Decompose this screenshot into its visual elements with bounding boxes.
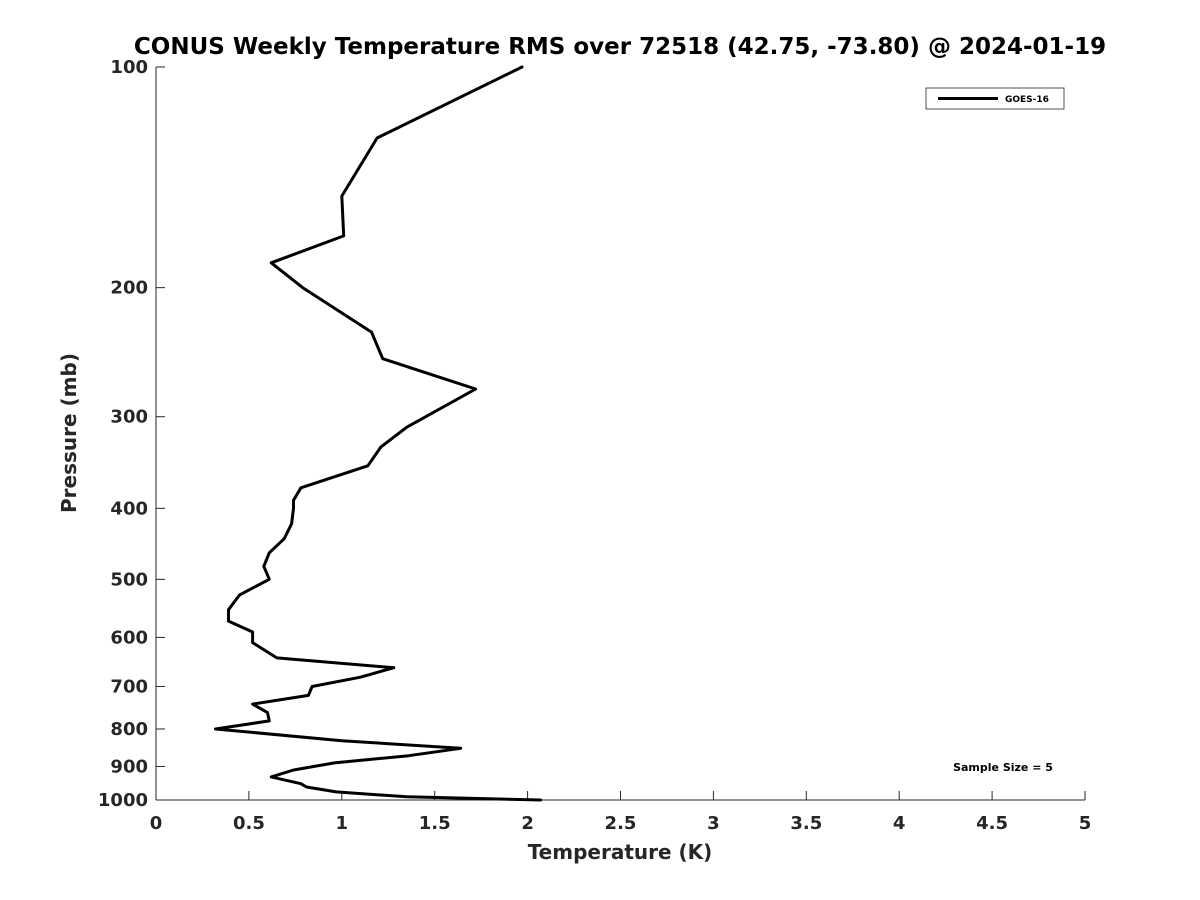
x-tick-label: 1 [336, 813, 349, 834]
x-axis-label: Temperature (K) [528, 840, 713, 864]
x-tick-label: 2.5 [605, 813, 637, 834]
x-tick-label: 1.5 [419, 813, 451, 834]
plot-area: 0 0.5 1 1.5 2 2.5 3 3.5 4 4.5 5 100 200 300 400 500 600… [98, 57, 1091, 834]
x-tick-label: 0 [150, 813, 163, 834]
legend-label-goes16: GOES-16 [1005, 95, 1049, 105]
axes-box [156, 67, 1085, 800]
x-ticks: 0 0.5 1 1.5 2 2.5 3 3.5 4 4.5 5 [150, 791, 1092, 834]
legend: GOES-16 [925, 87, 1065, 110]
y-tick-label: 500 [110, 569, 148, 590]
y-tick-label: 100 [110, 57, 148, 78]
series-line-goes-16 [214, 65, 543, 802]
y-tick-label: 1000 [98, 790, 148, 811]
y-tick-label: 600 [110, 627, 148, 648]
y-tick-label: 800 [110, 719, 148, 740]
x-tick-label: 5 [1079, 813, 1092, 834]
sample-size-annotation: Sample Size = 5 [953, 761, 1053, 774]
x-tick-label: 0.5 [233, 813, 265, 834]
x-tick-label: 4 [893, 813, 906, 834]
y-tick-label: 400 [110, 498, 148, 519]
x-tick-label: 4.5 [976, 813, 1008, 834]
y-tick-label: 900 [110, 756, 148, 777]
x-tick-label: 2 [521, 813, 534, 834]
y-ticks: 100 200 300 400 500 600 700 800 900 1000 [98, 57, 165, 811]
series-layer [214, 65, 543, 802]
y-axis-label: Pressure (mb) [57, 353, 81, 513]
y-tick-label: 700 [110, 676, 148, 697]
chart-title: CONUS Weekly Temperature RMS over 72518 … [134, 34, 1106, 60]
y-tick-label: 200 [110, 278, 148, 299]
x-tick-label: 3 [707, 813, 720, 834]
x-tick-label: 3.5 [790, 813, 822, 834]
y-tick-label: 300 [110, 407, 148, 428]
